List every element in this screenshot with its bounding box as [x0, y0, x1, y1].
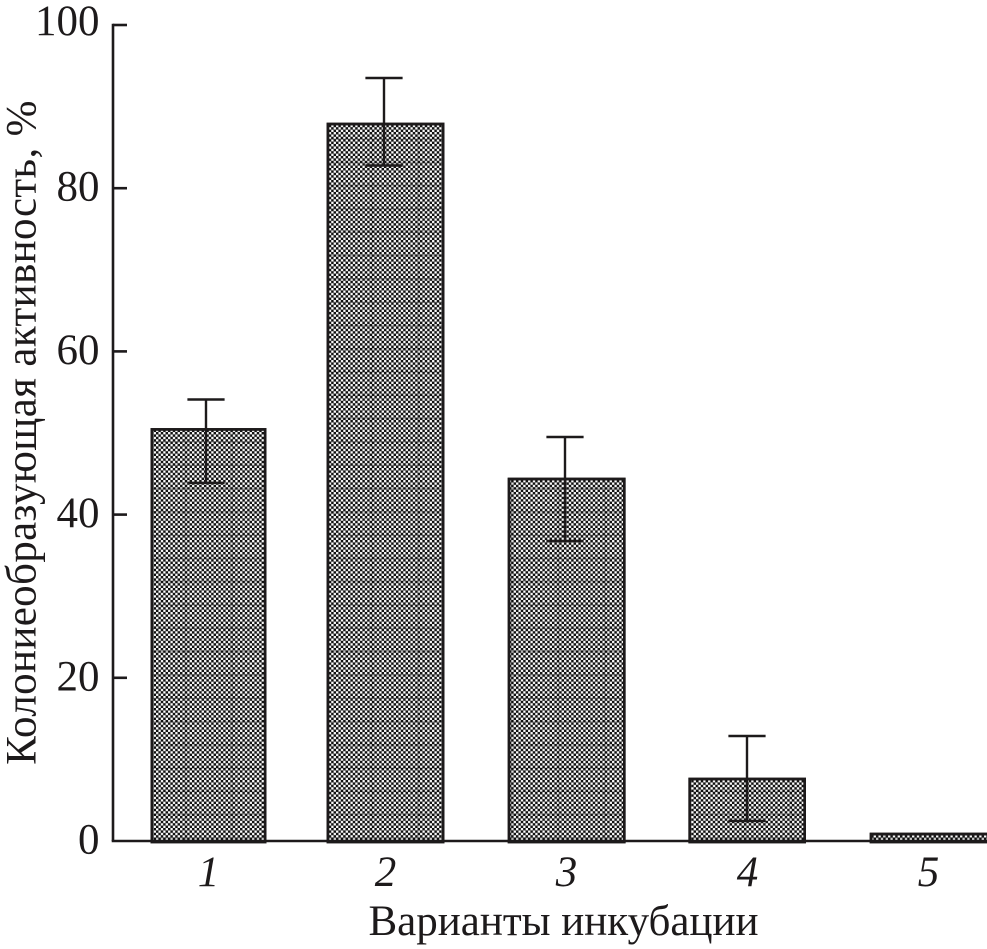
svg-text:3: 3	[555, 849, 578, 896]
svg-text:Варианты инкубации: Варианты инкубации	[368, 898, 758, 945]
svg-text:Колониеобразующая активность,: Колониеобразующая активность, %	[0, 100, 46, 765]
svg-text:100: 100	[35, 0, 100, 45]
svg-text:0: 0	[78, 817, 100, 864]
svg-text:4: 4	[737, 849, 759, 896]
svg-text:5: 5	[918, 849, 940, 896]
svg-text:60: 60	[57, 327, 100, 374]
svg-text:40: 40	[57, 490, 100, 537]
svg-text:80: 80	[57, 164, 100, 211]
svg-text:2: 2	[375, 849, 397, 896]
svg-text:1: 1	[198, 849, 220, 896]
svg-text:20: 20	[57, 653, 100, 700]
